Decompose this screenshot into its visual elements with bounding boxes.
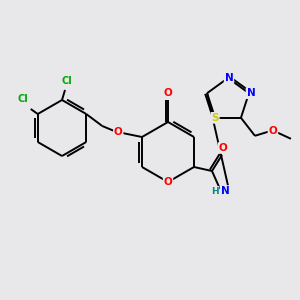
- Text: Cl: Cl: [61, 76, 72, 86]
- Text: O: O: [219, 143, 227, 153]
- Text: N: N: [220, 186, 230, 196]
- Text: O: O: [114, 127, 123, 137]
- Text: H: H: [211, 187, 219, 196]
- Text: O: O: [164, 177, 172, 187]
- Text: O: O: [268, 126, 277, 136]
- Text: N: N: [225, 73, 233, 83]
- Text: N: N: [247, 88, 255, 98]
- Text: O: O: [164, 88, 172, 98]
- Text: Cl: Cl: [17, 94, 28, 104]
- Text: S: S: [211, 113, 219, 123]
